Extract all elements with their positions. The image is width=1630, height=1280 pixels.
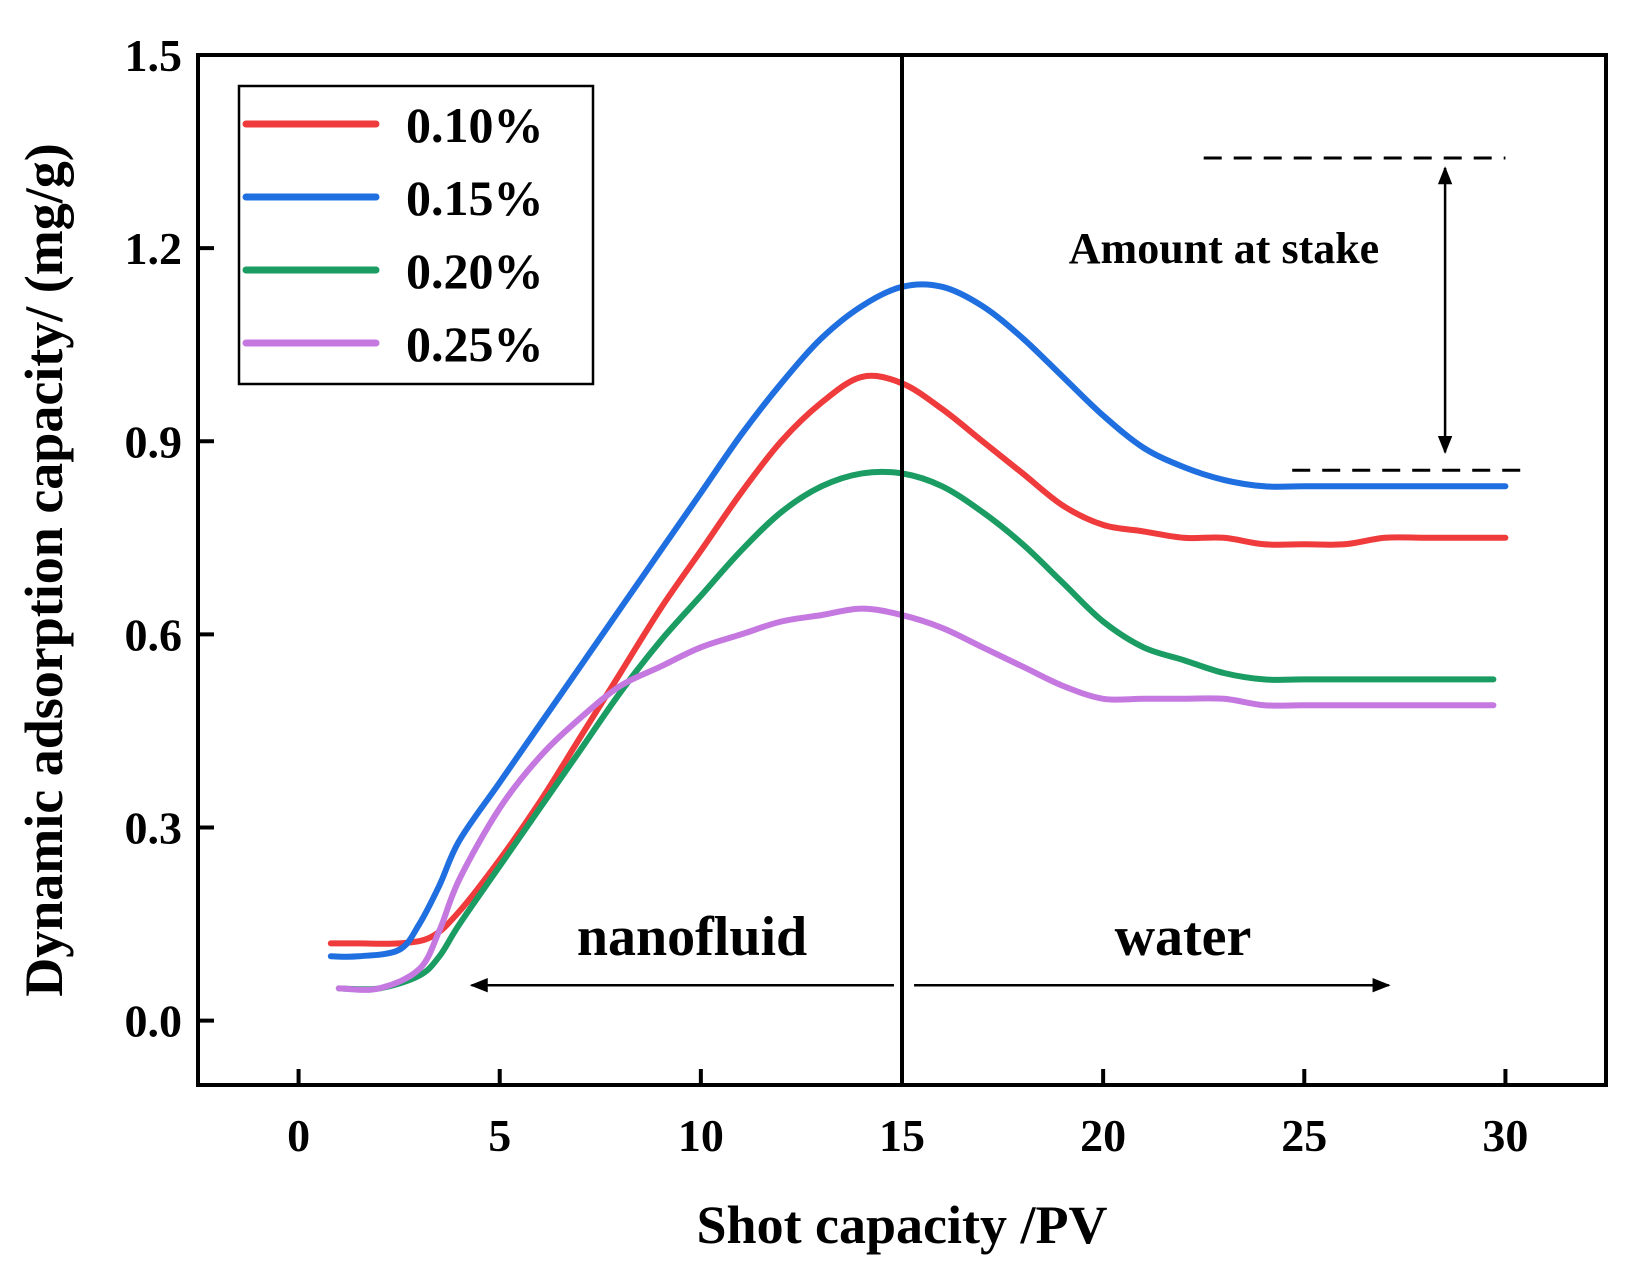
legend-label-2: 0.15% (406, 170, 544, 226)
series-line-1 (327, 372, 1509, 947)
series-layer (327, 281, 1509, 993)
series-line-2 (327, 281, 1509, 960)
x-tick-label: 30 (1482, 1110, 1528, 1161)
y-tick-label: 0.6 (125, 609, 183, 660)
series-line-3 (335, 468, 1497, 993)
legend-label-1: 0.10% (406, 97, 544, 153)
legend-label-3: 0.20% (406, 243, 544, 299)
x-tick-label: 20 (1080, 1110, 1126, 1161)
legend-label-4: 0.25% (406, 316, 544, 372)
y-tick-label: 0.9 (125, 416, 183, 467)
y-tick-label: 1.2 (125, 223, 183, 274)
water-label: water (1115, 906, 1252, 968)
y-tick-label: 1.5 (125, 30, 183, 81)
nanofluid-label: nanofluid (577, 906, 807, 968)
x-axis-title: Shot capacity /PV (697, 1195, 1108, 1255)
x-tick-label: 25 (1281, 1110, 1327, 1161)
x-tick-label: 0 (287, 1110, 310, 1161)
y-tick-label: 0.3 (125, 803, 183, 854)
x-tick-label: 15 (879, 1110, 925, 1161)
x-tick-label: 10 (678, 1110, 724, 1161)
axis-ticks: 0 5 10 15 20 25 30 0.0 0.3 0.6 0.9 1.2 1.5 (125, 30, 1529, 1161)
legend-items: 0.10% 0.15% 0.20% 0.25% (242, 97, 544, 372)
y-axis-title: Dynamic adsorption capacity/ (mg/g) (14, 143, 74, 996)
series-line-4 (335, 605, 1497, 993)
amount-at-stake-label: Amount at stake (1069, 224, 1379, 273)
legend-box (237, 84, 595, 386)
legend: 0.10% 0.15% 0.20% 0.25% (237, 84, 595, 386)
y-tick-label: 0.0 (125, 996, 183, 1047)
x-tick-label: 5 (488, 1110, 511, 1161)
reference-lines (469, 55, 1526, 1085)
